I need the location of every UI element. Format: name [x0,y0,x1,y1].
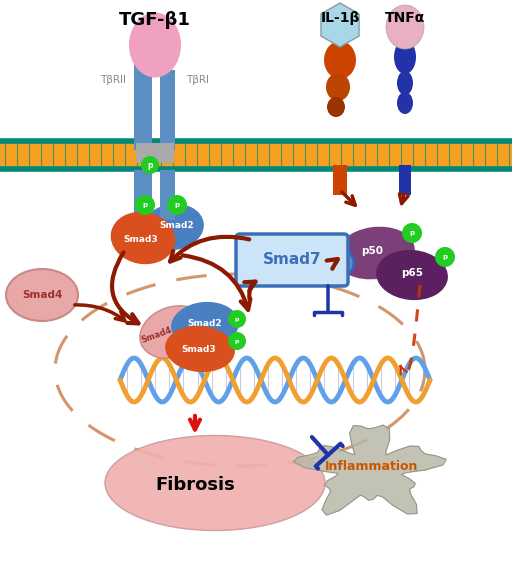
Bar [160,170,175,220]
Bar [134,60,152,150]
Bar [0,141,512,169]
Circle shape [141,156,159,174]
Ellipse shape [376,250,448,300]
Text: Inflammation: Inflammation [325,460,419,473]
Ellipse shape [397,92,413,114]
Text: p: p [410,230,415,236]
Bar [160,70,175,150]
Ellipse shape [111,212,175,264]
Text: Smad4: Smad4 [140,325,174,345]
Bar [399,165,411,195]
Ellipse shape [324,41,356,79]
Polygon shape [321,3,359,47]
Ellipse shape [142,204,204,250]
Text: IκBα: IκBα [306,258,330,268]
Ellipse shape [326,73,350,101]
Circle shape [435,247,455,267]
Ellipse shape [105,436,325,531]
Ellipse shape [335,227,415,279]
Text: p50: p50 [361,246,383,256]
Ellipse shape [397,71,413,95]
FancyBboxPatch shape [236,234,348,286]
Text: Smad7: Smad7 [263,253,322,267]
Ellipse shape [282,242,354,284]
Text: Fibrosis: Fibrosis [155,476,235,494]
Circle shape [228,332,246,350]
Text: p: p [175,202,180,208]
Text: p65: p65 [401,268,423,278]
Ellipse shape [129,12,181,77]
Polygon shape [293,425,446,515]
Ellipse shape [386,5,424,49]
Bar [136,143,174,163]
Ellipse shape [165,326,235,372]
Text: TGF-β1: TGF-β1 [119,11,191,29]
Text: Smad4: Smad4 [22,290,62,300]
Bar [333,165,347,195]
Text: Smad2: Smad2 [160,220,195,229]
Ellipse shape [327,97,345,117]
Text: Smad3: Smad3 [124,236,158,245]
Text: TNFα: TNFα [385,11,425,25]
Text: p: p [147,160,153,170]
Text: TβRI: TβRI [186,75,209,85]
Text: p: p [142,202,147,208]
Text: p: p [235,338,239,344]
Text: TβRII: TβRII [100,75,126,85]
Text: p: p [235,316,239,321]
Circle shape [167,195,187,215]
Ellipse shape [394,40,416,74]
Ellipse shape [6,269,78,321]
Ellipse shape [171,302,239,348]
Text: Smad3: Smad3 [182,345,216,354]
Bar [134,170,152,220]
Circle shape [402,223,422,243]
Circle shape [135,195,155,215]
Text: Smad2: Smad2 [188,319,222,328]
Text: IL-1β: IL-1β [321,11,360,25]
Ellipse shape [140,306,206,358]
Circle shape [228,310,246,328]
Text: p: p [442,254,447,260]
